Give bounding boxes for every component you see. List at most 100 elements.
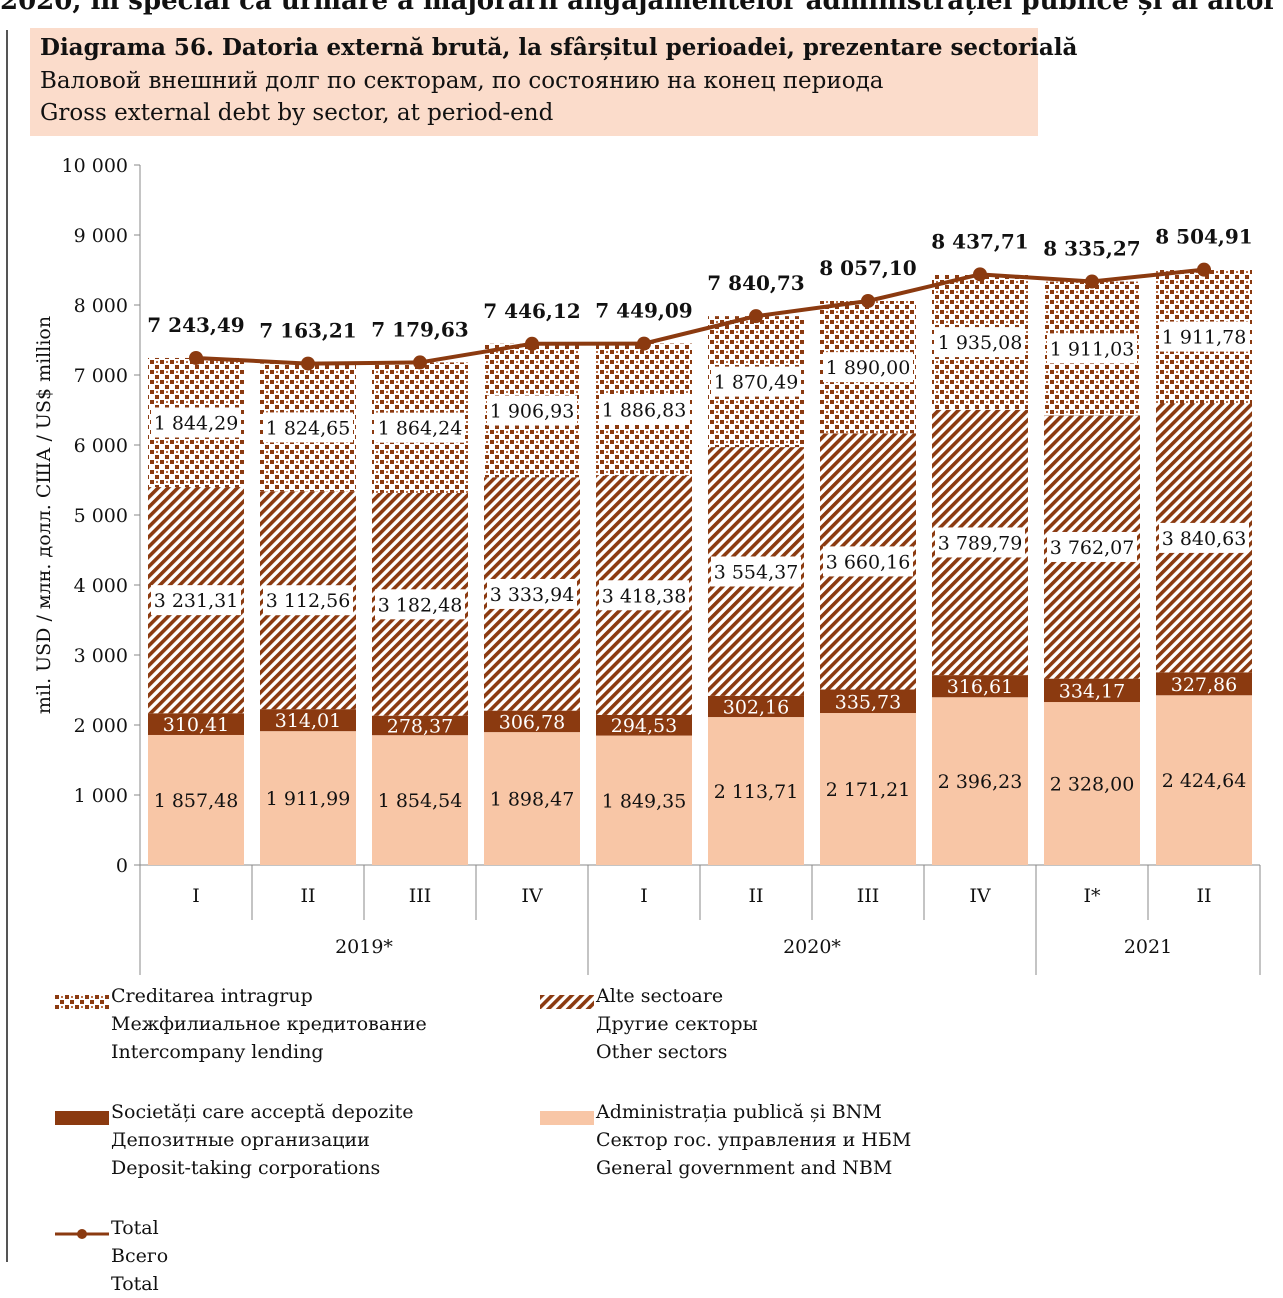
data-label-intercompany: 1 824,65 [266,417,351,439]
bar-deposit_taking [148,713,244,735]
bar-general_government [372,735,468,865]
legend-label-ro: Societăți care acceptă depozite [111,1101,414,1123]
data-label-general_government: 1 854,54 [378,790,463,812]
data-label-general_government: 2 171,21 [826,779,911,801]
left-border-rule [6,30,8,1262]
y-tick-label: 3 000 [74,645,128,667]
data-label-intercompany: 1 911,03 [1050,338,1135,360]
data-label-bg [1047,531,1137,562]
data-label-other_sectors: 3 840,63 [1162,528,1247,550]
data-label-other_sectors: 3 789,79 [938,532,1023,554]
data-labels: 1 857,48 310,41 3 231,31 1 844,29 1 911,99 31… [147,225,1252,813]
data-label-bg [1159,321,1249,352]
legend-label-en: Intercompany lending [111,1041,324,1063]
x-tick-label: II [300,885,315,907]
legend-item-total: Total Всего Total [55,1214,168,1298]
total-label: 7 243,49 [147,313,244,337]
stacked-bar-chart: 0 1 000 2 000 3 000 4 000 5 000 6 000 7 000 8 00… [33,155,1261,975]
legend-label-ru: Сектор гос. управления и НБМ [596,1129,912,1151]
legend-item-deposit_taking: Societăți care acceptă depozite Депозитны… [55,1098,413,1182]
total-label: 7 840,73 [707,271,804,295]
total-label: 7 446,12 [483,299,580,323]
data-label-intercompany: 1 844,29 [154,413,239,435]
data-label-intercompany: 1 906,93 [490,401,575,423]
bar-deposit_taking [260,709,356,732]
total-point [301,356,315,371]
data-label-intercompany: 1 911,78 [1162,327,1247,349]
legend-label-ro: Total [111,1217,159,1239]
data-label-bg [375,412,465,443]
bar-deposit_taking [372,715,468,736]
data-label-other_sectors: 3 182,48 [378,594,463,616]
bar-deposit_taking [708,695,804,718]
y-tick-label: 8 000 [74,295,128,317]
data-label-deposit_taking: 278,37 [387,715,453,737]
x-group-label: 2021 [1124,936,1172,958]
legend-label-ro: Alte sectoare [596,985,724,1007]
x-tick-label: III [857,885,880,907]
y-axis-label: mil. USD / млн. долл. США / US$ million [33,316,55,714]
legend-swatch-intercompany [55,989,109,1017]
total-point [973,267,987,282]
data-label-other_sectors: 3 333,94 [490,584,575,606]
total-point [1197,262,1211,277]
y-tick-label: 1 000 [74,785,128,807]
data-label-deposit_taking: 335,73 [835,691,901,713]
data-label-bg [599,580,689,611]
data-label-general_government: 1 849,35 [602,790,687,812]
data-label-general_government: 1 911,99 [266,788,351,810]
data-label-bg [711,366,801,397]
legend-item-intercompany: Creditarea intragrup Межфилиальное кредит… [55,982,427,1066]
chart-title-box: Diagrama 56. Datoria externă brută, la s… [30,28,1077,136]
bar-general_government [708,717,804,865]
total-label: 8 057,10 [819,256,916,280]
data-label-intercompany: 1 886,83 [602,400,687,422]
data-label-other_sectors: 3 231,31 [154,590,239,612]
bar-deposit_taking [1044,678,1140,703]
total-point [525,336,539,351]
data-label-general_government: 2 328,00 [1050,774,1135,796]
total-label: 8 335,27 [1043,237,1140,261]
data-label-bg [935,527,1025,558]
axes: 0 1 000 2 000 3 000 4 000 5 000 6 000 7 000 8 00… [62,155,1261,975]
bar-general_government [1044,702,1140,865]
x-tick-label: I [640,885,648,907]
y-tick-label: 4 000 [74,575,128,597]
x-group-label: 2020* [783,936,841,958]
x-tick-label: I [192,885,200,907]
total-point [861,294,875,309]
total-label: 7 449,09 [595,299,692,323]
legend-label-en: General government and NBM [596,1157,893,1179]
total-line [189,262,1211,371]
data-label-deposit_taking: 306,78 [499,711,565,733]
y-tick-label: 9 000 [74,225,128,247]
legend-label-ru: Всего [111,1245,169,1267]
data-label-general_government: 2 113,71 [714,781,799,803]
data-label-bg [151,585,241,616]
total-point [1085,274,1099,289]
bar-deposit_taking [596,714,692,736]
total-label: 7 179,63 [371,317,468,341]
x-tick-label: IV [969,885,991,907]
bar-general_government [484,732,580,865]
data-label-intercompany: 1 864,24 [378,418,463,440]
data-label-other_sectors: 3 112,56 [266,590,351,612]
total-label: 7 163,21 [259,319,356,343]
bar-general_government [1156,695,1252,865]
y-tick-label: 7 000 [74,365,128,387]
y-tick-label: 6 000 [74,435,128,457]
data-label-other_sectors: 3 762,07 [1050,537,1135,559]
bar-deposit_taking [484,710,580,733]
bar-deposit_taking [1156,672,1252,696]
data-label-deposit_taking: 302,16 [723,696,789,718]
total-label: 8 504,91 [1155,225,1252,249]
data-label-bg [823,546,913,577]
bar-general_government [932,697,1028,865]
legend-label-en: Total [111,1273,159,1295]
data-label-intercompany: 1 870,49 [714,372,799,394]
bar-general_government [148,734,244,865]
y-tick-label: 10 000 [62,155,128,177]
data-label-general_government: 2 396,23 [938,771,1023,793]
data-label-other_sectors: 3 418,38 [602,585,687,607]
